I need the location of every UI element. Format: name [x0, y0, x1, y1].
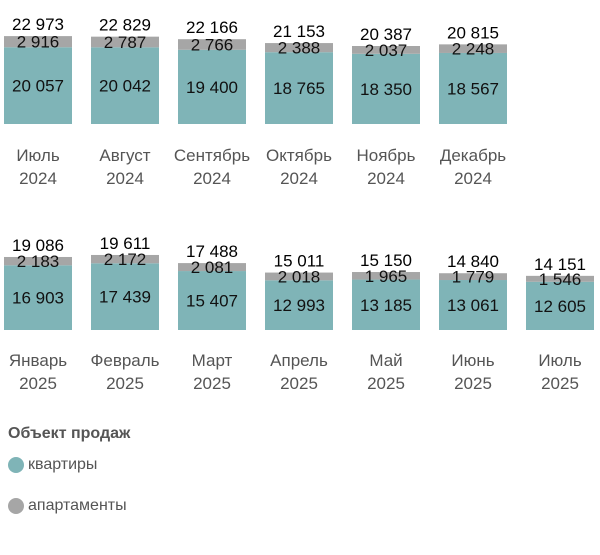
bar-apartments-4: [352, 45, 420, 54]
apartments-label-8: 2 081: [191, 258, 234, 277]
year-label-5: 2024: [454, 169, 492, 188]
bar-apartments-8: [178, 263, 246, 272]
flats-label-4: 18 350: [360, 80, 412, 99]
bar-flats-2: [178, 49, 246, 125]
apartments-label-1: 2 787: [104, 33, 147, 52]
bar-apartments-3: [265, 43, 333, 53]
bar-apartments-1: [91, 36, 159, 48]
month-label-9: Апрель: [270, 351, 328, 370]
total-label-0: 22 973: [12, 15, 64, 34]
bar-flats-4: [352, 53, 420, 124]
apartments-label-2: 2 766: [191, 35, 234, 54]
apartments-label-5: 2 248: [452, 40, 495, 59]
month-label-5: Декабрь: [440, 146, 506, 165]
year-label-2: 2024: [193, 169, 231, 188]
flats-label-3: 18 765: [273, 79, 325, 98]
apartments-label-9: 2 018: [278, 267, 321, 286]
total-label-12: 14 151: [534, 255, 586, 274]
apartments-label-10: 1 965: [365, 267, 408, 286]
bar-apartments-7: [91, 254, 159, 264]
month-label-1: Август: [99, 146, 150, 165]
total-label-3: 21 153: [273, 22, 325, 41]
flats-label-0: 20 057: [12, 77, 64, 96]
year-label-7: 2025: [106, 374, 144, 393]
year-label-1: 2024: [106, 169, 144, 188]
bar-apartments-6: [4, 256, 72, 266]
bar-apartments-0: [4, 36, 72, 48]
apartments-label-12: 1 546: [539, 270, 582, 289]
bar-apartments-10: [352, 272, 420, 280]
flats-label-11: 13 061: [447, 296, 499, 315]
apartments-label-7: 2 172: [104, 250, 147, 269]
legend-apartments-swatch: [8, 498, 24, 514]
total-label-4: 20 387: [360, 25, 412, 44]
month-label-6: Январь: [9, 351, 67, 370]
bar-flats-10: [352, 279, 420, 330]
bar-flats-8: [178, 271, 246, 330]
month-label-0: Июль: [16, 146, 60, 165]
month-label-3: Октябрь: [266, 146, 332, 165]
flats-label-5: 18 567: [447, 79, 499, 98]
bar-apartments-11: [439, 273, 507, 281]
legend-flats-swatch: [8, 457, 24, 473]
legend-apartments-label: апартаменты: [28, 497, 127, 514]
apartments-label-6: 2 183: [17, 252, 60, 271]
bar-flats-1: [91, 47, 159, 124]
year-label-9: 2025: [280, 374, 318, 393]
flats-label-2: 19 400: [186, 78, 238, 97]
month-label-8: Март: [192, 351, 233, 370]
year-label-3: 2024: [280, 169, 318, 188]
year-label-11: 2025: [454, 374, 492, 393]
month-label-4: Ноябрь: [357, 146, 416, 165]
legend-title: Объект продаж: [8, 425, 131, 442]
month-label-12: Июль: [538, 351, 582, 370]
bar-flats-5: [439, 52, 507, 124]
apartments-label-4: 2 037: [365, 41, 408, 60]
flats-label-7: 17 439: [99, 288, 151, 307]
year-label-0: 2024: [19, 169, 57, 188]
flats-label-9: 12 993: [273, 296, 325, 315]
total-label-11: 14 840: [447, 252, 499, 271]
total-label-2: 22 166: [186, 18, 238, 37]
apartments-label-11: 1 779: [452, 268, 495, 287]
bar-flats-3: [265, 52, 333, 125]
flats-label-6: 16 903: [12, 289, 64, 308]
legend-flats-label: квартиры: [28, 456, 98, 473]
bar-flats-7: [91, 263, 159, 330]
legend-item-flats: квартиры: [8, 456, 97, 474]
apartments-label-0: 2 916: [17, 33, 60, 52]
legend-item-apartments: апартаменты: [8, 497, 127, 515]
year-label-10: 2025: [367, 374, 405, 393]
flats-label-12: 12 605: [534, 297, 586, 316]
bar-apartments-9: [265, 272, 333, 281]
bar-apartments-5: [439, 44, 507, 53]
total-label-7: 19 611: [100, 234, 151, 253]
total-label-5: 20 815: [447, 23, 499, 42]
bar-apartments-2: [178, 39, 246, 50]
year-label-8: 2025: [193, 374, 231, 393]
flats-label-10: 13 185: [360, 296, 412, 315]
bar-flats-6: [4, 265, 72, 330]
year-label-12: 2025: [541, 374, 579, 393]
year-label-4: 2024: [367, 169, 405, 188]
bar-flats-0: [4, 47, 72, 124]
total-label-6: 19 086: [12, 236, 64, 255]
bar-apartments-12: [526, 275, 594, 282]
month-label-2: Сентябрь: [174, 146, 250, 165]
year-label-6: 2025: [19, 374, 57, 393]
bar-flats-9: [265, 280, 333, 330]
flats-label-8: 15 407: [186, 292, 238, 311]
bar-flats-12: [526, 281, 594, 330]
total-label-1: 22 829: [99, 16, 151, 35]
month-label-7: Февраль: [90, 351, 159, 370]
apartments-label-3: 2 388: [278, 39, 321, 58]
total-label-9: 15 011: [274, 252, 325, 271]
bar-flats-11: [439, 280, 507, 330]
flats-label-1: 20 042: [99, 77, 151, 96]
month-label-11: Июнь: [451, 351, 494, 370]
total-label-10: 15 150: [360, 251, 412, 270]
total-label-8: 17 488: [186, 242, 238, 261]
month-label-10: Май: [369, 351, 402, 370]
